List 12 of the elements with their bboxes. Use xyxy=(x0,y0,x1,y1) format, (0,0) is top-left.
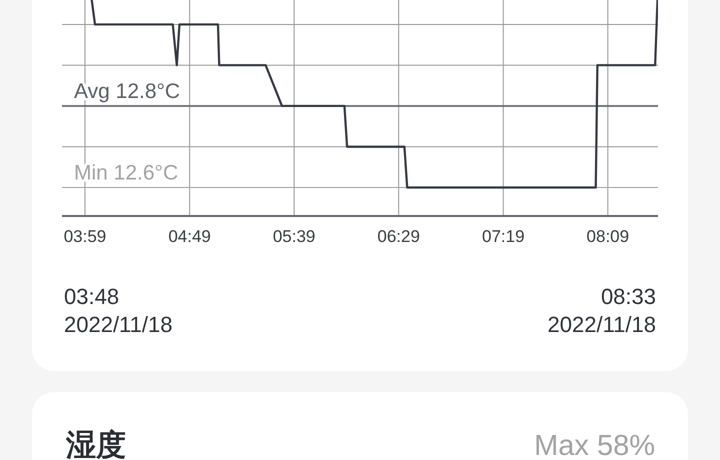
text: Max 58% xyxy=(534,429,655,460)
x-tick-label: 03:59 xyxy=(64,227,106,246)
x-tick-label: 04:49 xyxy=(168,227,211,246)
text: 2022/11/18 xyxy=(548,311,656,339)
text: 08:33 xyxy=(600,283,656,311)
x-tick-label: 08:09 xyxy=(586,227,630,246)
text: 03:48 xyxy=(64,283,120,311)
x-tick-label: 07:19 xyxy=(482,227,525,246)
x-tick-label: 06:29 xyxy=(377,227,420,246)
x-tick-label: 05:39 xyxy=(272,227,316,246)
text: 湿度 xyxy=(66,428,126,460)
text: 2022/11/18 xyxy=(64,311,172,339)
